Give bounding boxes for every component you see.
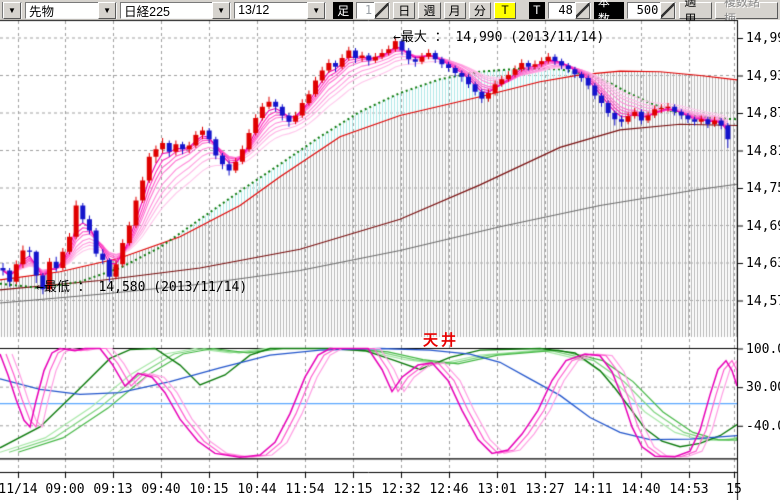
price-axis-label: 14,930 bbox=[746, 68, 780, 84]
time-axis-label: 12:32 bbox=[381, 482, 421, 497]
price-axis-label: 14,570 bbox=[746, 293, 780, 309]
oscillator-axis-label: -40.00 bbox=[746, 418, 780, 434]
max-price-annotation: ←最大 ： 14,990 (2013/11/14) bbox=[393, 30, 605, 45]
time-axis-label: 10:44 bbox=[237, 482, 277, 497]
time-axis-label: 13:01 bbox=[477, 482, 517, 497]
oscillator-axis-label: 100.00 bbox=[746, 341, 780, 357]
min-price-annotation: ←最低 ： 14,580 (2013/11/14) bbox=[36, 280, 248, 295]
price-axis-label: 14,630 bbox=[746, 256, 780, 271]
time-axis-label: 13:27 bbox=[525, 482, 565, 497]
time-axis-label: 15 bbox=[726, 482, 742, 497]
price-axis-label: 14,870 bbox=[746, 106, 780, 121]
time-axis-label: 14:40 bbox=[621, 482, 661, 497]
oscillator-axis-label: 30.00 bbox=[746, 380, 780, 396]
price-axis-label: 14,810 bbox=[746, 143, 780, 159]
time-axis-label: 09:13 bbox=[93, 482, 133, 497]
time-axis-label: 10:15 bbox=[189, 482, 229, 497]
time-axis-label: 11/14 bbox=[0, 482, 38, 497]
time-axis-label: 11:54 bbox=[285, 482, 325, 497]
time-axis-label: 12:15 bbox=[333, 482, 373, 497]
price-axis-label: 14,990 bbox=[746, 31, 780, 46]
price-axis-label: 14,690 bbox=[746, 218, 780, 234]
time-axis-label: 09:00 bbox=[45, 482, 85, 497]
time-axis-label: 12:46 bbox=[429, 482, 469, 497]
price-axis-label: 14,750 bbox=[746, 181, 780, 196]
time-axis-label: 14:11 bbox=[573, 482, 613, 497]
ceiling-annotation: 天井 bbox=[423, 332, 460, 349]
time-axis-label: 09:40 bbox=[141, 482, 181, 497]
time-axis-label: 14:53 bbox=[669, 482, 709, 497]
